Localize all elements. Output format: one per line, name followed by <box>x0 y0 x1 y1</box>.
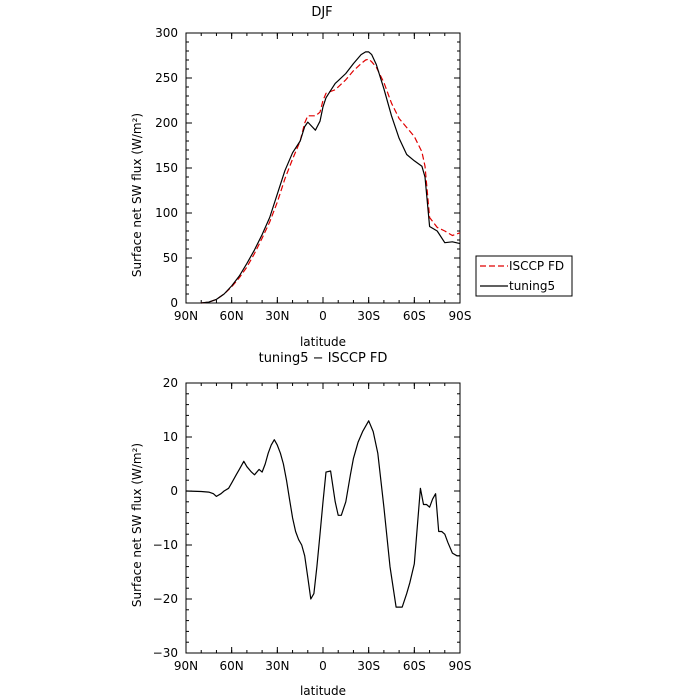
top-x-tick-label: 90S <box>449 309 472 323</box>
bottom-y-tick-label: −10 <box>153 538 178 552</box>
bottom-x-tick-label: 90N <box>174 659 198 673</box>
bottom-y-tick-label: −20 <box>153 592 178 606</box>
bottom-series-group <box>185 420 460 608</box>
legend: ISCCP FD tuning5 <box>475 255 573 297</box>
top-x-tick-label: 90N <box>174 309 198 323</box>
bottom-chart: tuning5 − ISCCP FD −30 −20 −10 0 10 20 90N 60N… <box>130 351 471 698</box>
top-chart-title: DJF <box>311 5 332 20</box>
top-x-tick-label: 60S <box>403 309 426 323</box>
bottom-x-axis-label: latitude <box>300 684 346 698</box>
top-x-ticks: 90N 60N 30N 0 30S 60S 90S <box>174 33 472 323</box>
bottom-x-tick-label: 90S <box>449 659 472 673</box>
top-x-axis-label: latitude <box>300 335 346 349</box>
top-y-tick-label: 250 <box>155 71 178 85</box>
top-x-tick-label: 0 <box>319 309 327 323</box>
bottom-chart-title: tuning5 − ISCCP FD <box>259 351 388 366</box>
top-y-tick-label: 100 <box>155 206 178 220</box>
bottom-y-axis-label: Surface net SW flux (W/m²) <box>130 443 144 607</box>
top-y-tick-label: 150 <box>155 161 178 175</box>
bottom-x-tick-label: 60N <box>220 659 244 673</box>
top-x-tick-label: 30N <box>265 309 289 323</box>
top-series-tuning5 <box>201 51 461 304</box>
bottom-x-tick-label: 30N <box>265 659 289 673</box>
bottom-x-tick-label: 60S <box>403 659 426 673</box>
bottom-y-tick-label: 0 <box>170 484 178 498</box>
top-y-axis-label: Surface net SW flux (W/m²) <box>130 113 144 277</box>
top-y-tick-label: 200 <box>155 116 178 130</box>
bottom-y-ticks: −30 −20 −10 0 10 20 <box>153 376 460 660</box>
top-series-group <box>201 51 461 304</box>
top-y-ticks: 0 50 100 150 200 250 300 <box>155 26 460 310</box>
bottom-x-ticks: 90N 60N 30N 0 30S 60S 90S <box>174 383 472 673</box>
top-y-tick-label: 0 <box>170 296 178 310</box>
legend-box <box>475 255 573 297</box>
bottom-y-tick-label: 10 <box>163 430 178 444</box>
top-y-tick-label: 300 <box>155 26 178 40</box>
top-y-tick-label: 50 <box>163 251 178 265</box>
legend-label-tuning5: tuning5 <box>509 279 555 293</box>
bottom-y-tick-label: −30 <box>153 646 178 660</box>
top-plot-frame <box>185 32 461 304</box>
bottom-plot-frame <box>185 382 461 654</box>
bottom-y-tick-label: 20 <box>163 376 178 390</box>
bottom-x-tick-label: 0 <box>319 659 327 673</box>
top-x-tick-label: 60N <box>220 309 244 323</box>
top-series-isccp-fd <box>201 58 461 304</box>
bottom-x-tick-label: 30S <box>357 659 380 673</box>
top-x-tick-label: 30S <box>357 309 380 323</box>
bottom-series-line-0 <box>185 420 460 608</box>
legend-label-isccp: ISCCP FD <box>509 259 564 273</box>
